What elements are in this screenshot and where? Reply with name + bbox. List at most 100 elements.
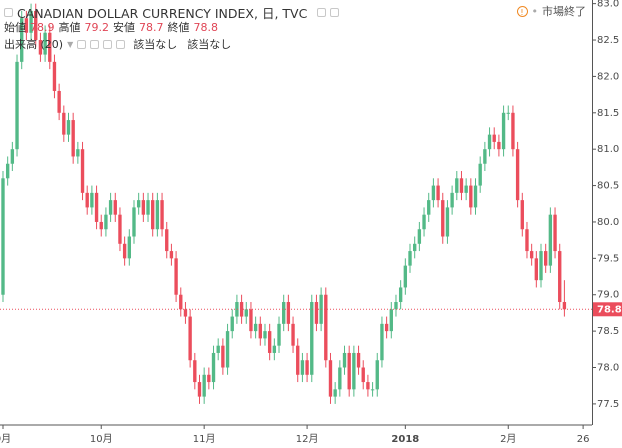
volume-label: 出来高 (20) <box>4 38 64 51</box>
candle-body <box>286 302 291 324</box>
candle-body <box>384 323 389 332</box>
candle-body <box>221 345 225 368</box>
settings-icon[interactable] <box>90 39 100 49</box>
y-tick-label: 80.5 <box>597 181 619 192</box>
candle-body <box>487 134 492 150</box>
candle-body <box>85 192 89 208</box>
close-icon[interactable] <box>330 8 340 17</box>
y-tick-label: 81.0 <box>597 144 619 155</box>
candle-body <box>431 185 436 201</box>
candle-body <box>473 185 478 208</box>
collapse-icon[interactable] <box>4 8 13 17</box>
candle-body <box>338 367 342 390</box>
candle-body <box>558 251 562 303</box>
candle-body <box>324 294 328 361</box>
candle-body <box>216 345 220 353</box>
candle-body <box>525 229 529 252</box>
candle-body <box>207 374 211 383</box>
candle-body <box>497 141 501 150</box>
candle-body <box>202 374 206 397</box>
candle-body <box>544 251 548 266</box>
candle-body <box>441 200 445 237</box>
candle-body <box>366 382 370 390</box>
candle-body <box>66 120 71 135</box>
candle-body <box>333 389 337 397</box>
x-tick-label: 2月 <box>500 433 516 445</box>
candle-body <box>174 258 178 295</box>
candle-body <box>71 120 75 157</box>
candle-body <box>520 200 524 230</box>
y-tick-label: 80.0 <box>597 217 619 228</box>
low-value: 78.7 <box>139 20 164 34</box>
x-tick-label: 12月 <box>296 433 319 445</box>
candle-body <box>239 302 244 317</box>
candle-body <box>267 331 272 353</box>
candle-body <box>291 323 295 346</box>
candle-body <box>408 251 412 266</box>
candle-body <box>62 112 66 135</box>
candle-body <box>146 200 150 215</box>
candle-body <box>235 302 239 317</box>
chart-title: CANADIAN DOLLAR CURRENCY INDEX, 日, TVC <box>17 6 308 21</box>
candle-body <box>501 112 506 150</box>
candle-body <box>24 18 29 33</box>
candle-body <box>328 360 333 397</box>
candle-body <box>29 10 33 33</box>
open-label: 始値 <box>4 21 26 34</box>
x-tick-label: 2018 <box>391 434 419 445</box>
y-tick-label: 77.5 <box>597 399 619 410</box>
candle-body <box>183 309 188 317</box>
candle-body <box>118 214 122 244</box>
candle-body <box>122 243 127 259</box>
x-tick-label: 26 <box>577 434 590 445</box>
candle-body <box>90 192 94 208</box>
y-tick-label: 79.5 <box>597 253 619 264</box>
candle-body <box>127 236 131 259</box>
add-icon[interactable] <box>103 39 113 49</box>
candle-body <box>445 207 450 237</box>
status-icon: ! <box>516 5 528 17</box>
candle-body <box>258 323 262 339</box>
y-tick-label: 78.5 <box>597 326 619 337</box>
candle-body <box>492 134 496 142</box>
candle-body <box>478 163 482 186</box>
close-icon[interactable] <box>116 39 126 49</box>
candle-body <box>38 40 43 55</box>
y-tick-label: 82.5 <box>597 35 619 46</box>
candle-body <box>436 185 440 201</box>
x-tick-label: 11月 <box>193 433 216 445</box>
candle-body <box>553 214 557 252</box>
candle-body <box>193 360 197 383</box>
candle-body <box>20 18 24 62</box>
candle-body <box>534 258 539 281</box>
candle-body <box>380 323 384 361</box>
y-tick-label: 79.0 <box>597 290 619 301</box>
settings-icon[interactable] <box>317 8 327 17</box>
candle-body <box>314 302 319 324</box>
candle-body <box>347 352 351 390</box>
candle-body <box>34 10 38 41</box>
candle-body <box>5 163 10 179</box>
last-price-label: 78.8 <box>597 304 622 315</box>
title-row: CANADIAN DOLLAR CURRENCY INDEX, 日, TVC <box>4 3 340 22</box>
close-value: 78.8 <box>193 20 219 34</box>
candle-body <box>211 352 216 383</box>
candle-body <box>94 192 99 222</box>
candle-body <box>113 200 117 215</box>
ohlc-row: 始値 78.9 高値 79.2 安値 78.7 終値 78.8 <box>4 19 218 35</box>
candle-body <box>160 200 164 230</box>
candle-body <box>422 214 426 230</box>
candle-body <box>108 200 113 215</box>
dropdown-icon[interactable]: ▼ <box>67 39 74 49</box>
high-label: 高値 <box>58 21 81 34</box>
candle-body <box>277 323 281 346</box>
volume-row: 出来高 (20) ▼ 該当なし 該当なし <box>4 36 231 52</box>
candle-body <box>469 185 473 208</box>
candle-body <box>356 352 361 368</box>
candle-body <box>99 221 103 230</box>
volume-value: 該当なし <box>187 38 232 51</box>
market-status: ! • 市場終了 <box>516 3 586 19</box>
candle-body <box>427 200 431 215</box>
hide-icon[interactable] <box>77 39 87 49</box>
